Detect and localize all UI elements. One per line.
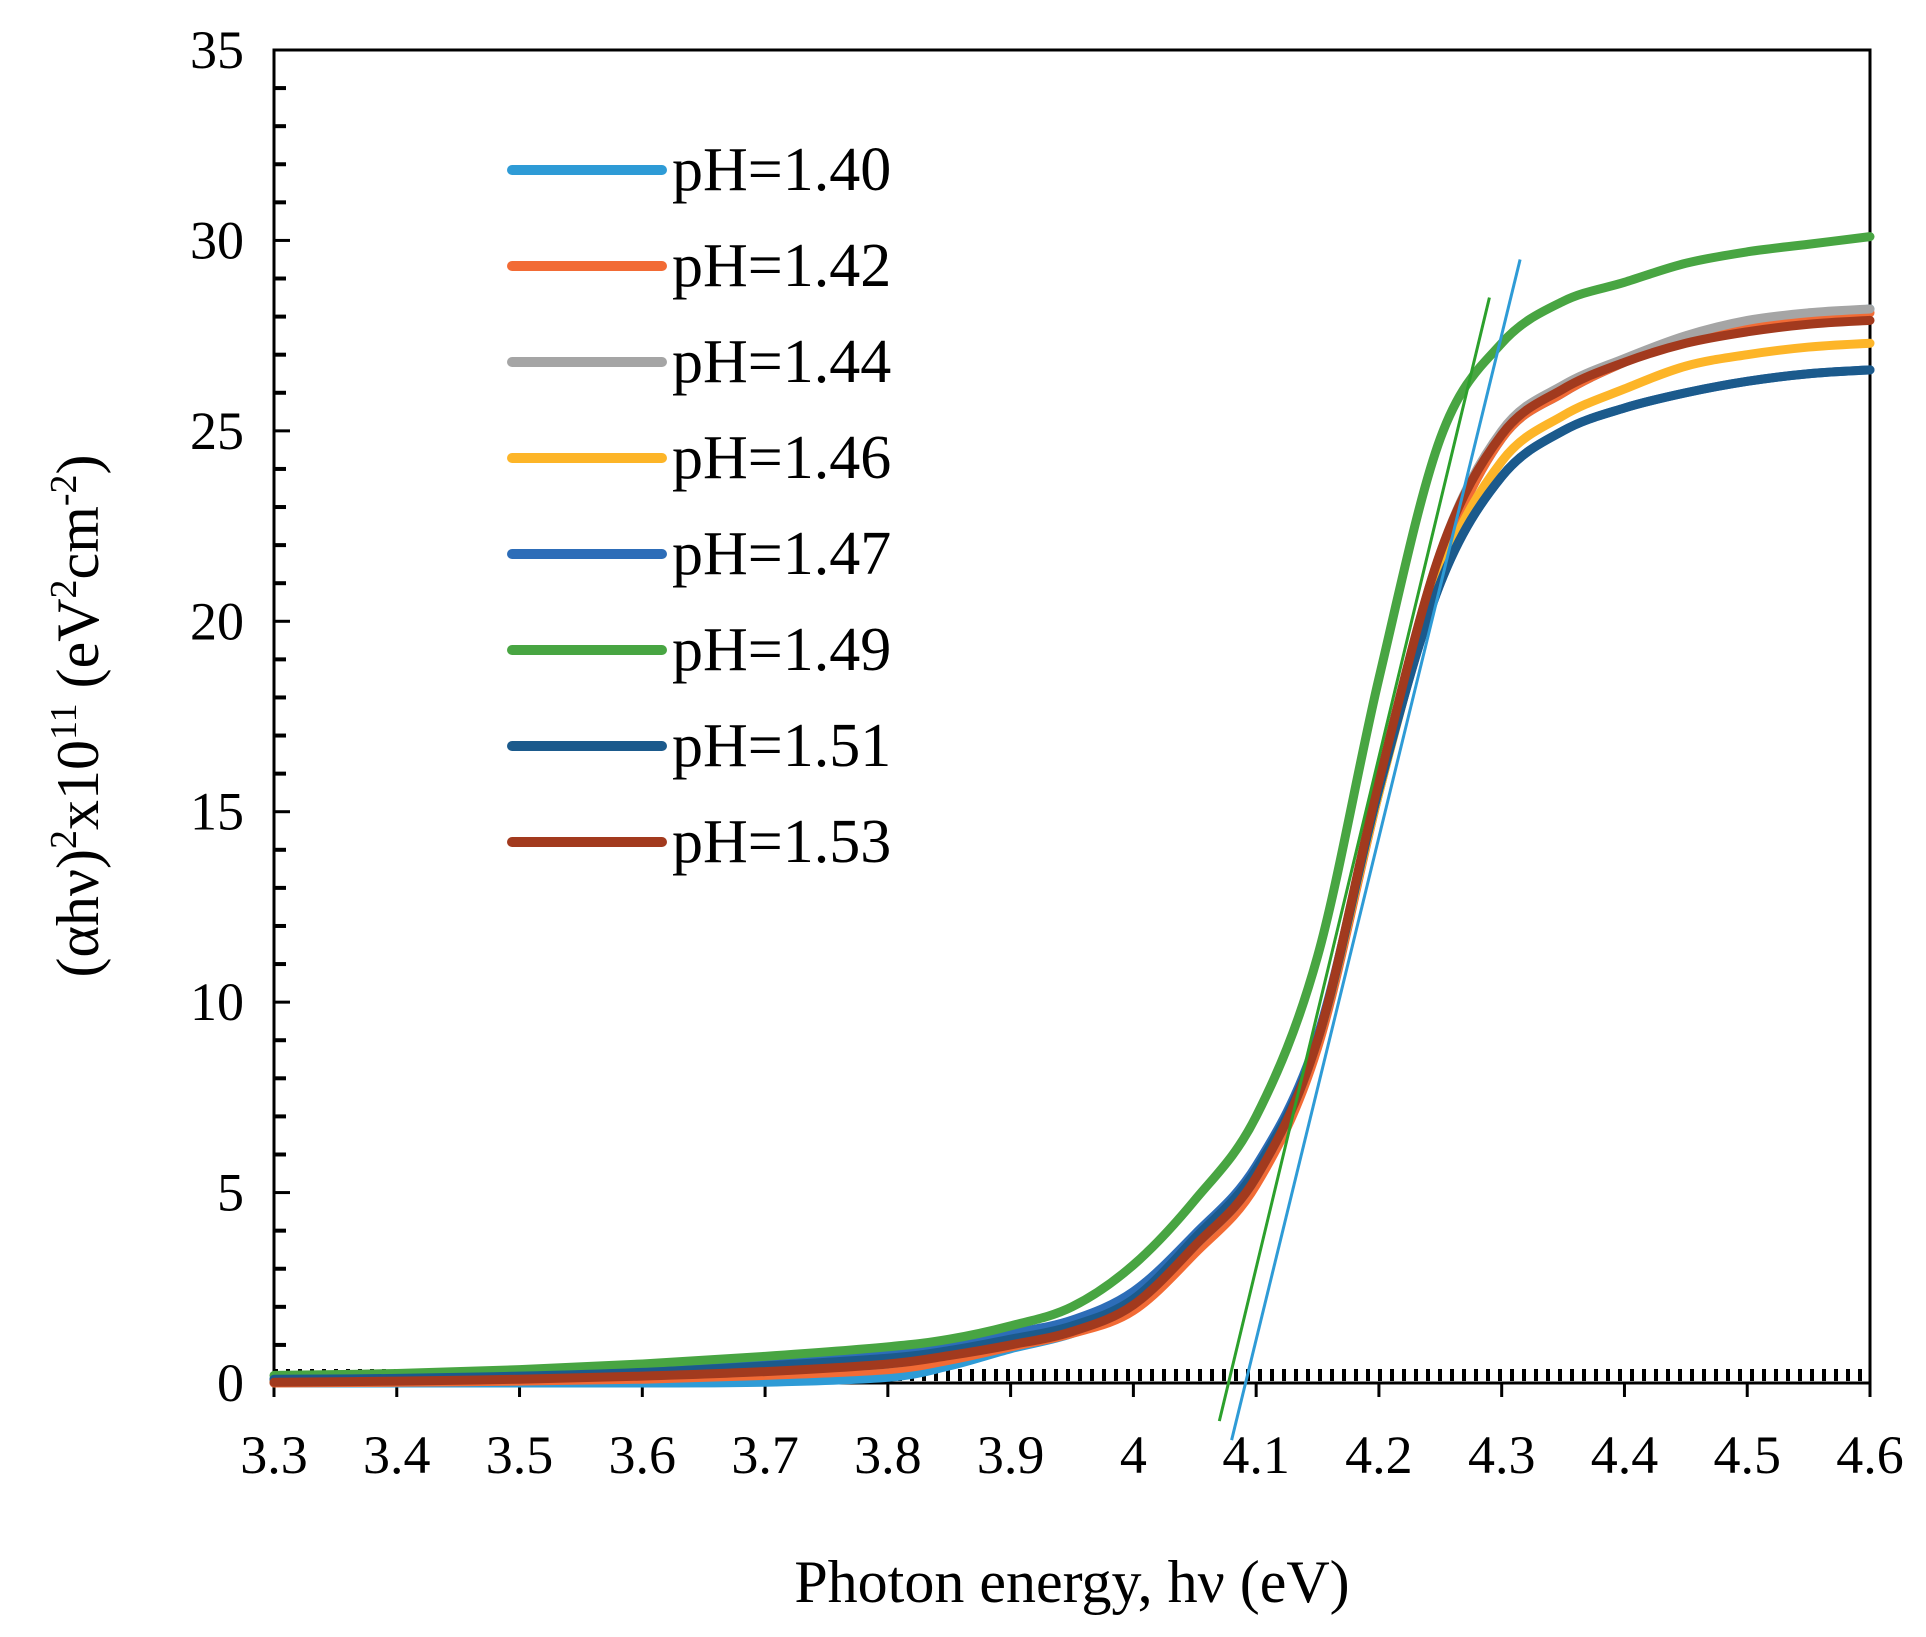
y-axis-title-exp2: 11 [43,703,85,740]
y-tick-label: 0 [217,1353,244,1413]
tangent-blue [1230,259,1522,1441]
series-line-ph-1-53 [269,315,1875,1387]
x-tick-label: 4.6 [1836,1425,1904,1485]
x-tick-label: 3.9 [977,1425,1045,1485]
y-tick-label: 5 [217,1163,244,1223]
y-tick-label: 10 [190,972,244,1032]
legend-label: pH=1.44 [672,328,891,396]
legend-label: pH=1.40 [672,136,891,204]
y-axis-title-prefix: (αhν) [45,849,111,978]
x-tick-label: 3.5 [486,1425,554,1485]
y-axis-title-exp1: 2 [43,830,85,849]
y-ticks: 0 5 10 15 20 25 30 35 [190,20,290,1413]
y-axis-title-unit-open: (eV [45,598,111,703]
x-tick-label: 3.6 [609,1425,677,1485]
plot-area [272,48,1872,1385]
x-tick-label: 3.3 [240,1425,308,1485]
x-ticks: 3.3 3.4 3.5 3.6 3.7 3.8 3.9 4 4.1 4.2 4.3 4.4 4.5 4.6 [240,1383,1904,1485]
y-axis-title: (αhν)2x1011 (eV2cm-2) [43,454,111,977]
y-tick-label: 15 [190,782,244,842]
x-tick-label: 3.4 [363,1425,431,1485]
y-tick-label: 35 [190,20,244,80]
series-line-ph-1-49 [269,232,1875,1380]
tangent-green [1217,297,1491,1422]
x-tick-label: 4 [1120,1425,1147,1485]
legend-label: pH=1.49 [672,616,891,684]
x-tick-label: 4.4 [1591,1425,1659,1485]
x-tick-label: 3.7 [731,1425,799,1485]
legend: pH=1.40 pH=1.42 pH=1.44 pH=1.46 pH=1.47 pH=1.… [507,136,891,876]
x-tick-label: 3.8 [854,1425,922,1485]
y-axis-title-mid: x10 [45,740,111,830]
x-axis-title: Photon energy, hν (eV) [794,1549,1349,1615]
y-axis-title-unit-close: ) [45,454,111,474]
legend-label: pH=1.42 [672,232,891,300]
x-tick-label: 4.5 [1713,1425,1781,1485]
legend-label: pH=1.51 [672,712,891,780]
series-lines [269,232,1875,1388]
legend-label: pH=1.47 [672,520,891,588]
y-tick-label: 25 [190,401,244,461]
y-axis-title-exp3: 2 [43,579,85,598]
y-axis-title-unit-mid: cm [45,506,111,579]
y-axis-title-exp4: -2 [43,474,85,506]
y-tick-label: 20 [190,591,244,651]
y-tick-label: 30 [190,210,244,270]
x-tick-label: 4.3 [1468,1425,1536,1485]
x-tick-label: 4.2 [1345,1425,1413,1485]
legend-label: pH=1.46 [672,424,891,492]
tangent-lines [1217,259,1522,1441]
legend-label: pH=1.53 [672,808,891,876]
y-minor-ticks [274,86,286,1347]
